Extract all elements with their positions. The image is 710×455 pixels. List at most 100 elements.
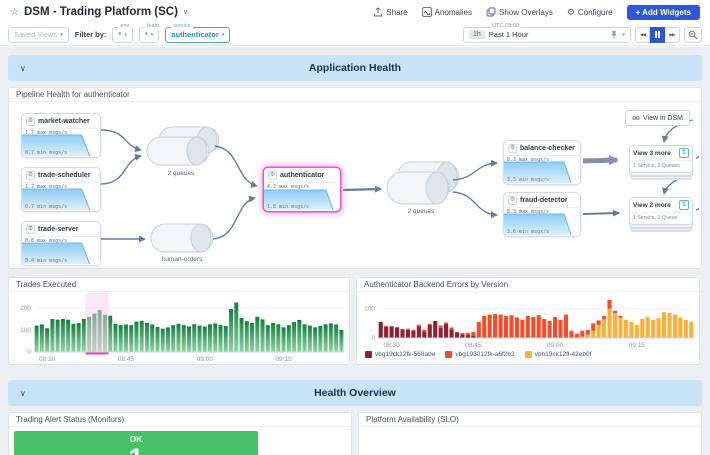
errors-legend: vbg19ck12fk-568abe vbg193012fk-a6f2b2 vbh1… [357,350,699,361]
min-throughput: 3.6 min msgs/s [507,229,550,235]
anomalies-button[interactable]: Anomalies [421,7,472,17]
pause-icon [654,31,660,38]
team-filter-dropdown[interactable]: team * ▾ [138,22,162,43]
errors-chart-svg: 0 100 08:30 08:45 09:00 09:15 [364,299,694,349]
legend-item[interactable]: vbh19ck12fl-42eb0f [524,351,591,358]
svg-text:100: 100 [20,327,31,334]
service-filter-label: service [171,22,193,29]
service-icon: ⚙ [508,143,517,153]
time-range-badge: 1h [469,30,485,39]
service-filter-dropdown[interactable]: service authenticator ▾ [165,22,231,43]
widget-trades-executed: Trades Executed 0 100 200 08:30 08:45 09:00 09… [8,277,350,365]
favorite-star-icon[interactable]: ☆ [10,6,19,18]
collapse-chevron-icon[interactable]: ∨ [20,63,26,73]
errors-chart[interactable]: 0 100 08:30 08:45 09:00 09:15 [357,292,699,350]
chevron-down-icon: ▾ [221,31,225,38]
service-icon: ⚙ [268,170,277,180]
throughput-sparkline [22,188,91,211]
trades-chart[interactable]: 0 100 200 08:30 08:45 09:00 09:15 [9,292,349,364]
svg-text:09:00: 09:00 [197,356,214,363]
view-more-title: View 3 more [633,149,671,157]
time-controls: UTC-08:00 1h Past 1 Hour ▾ ◀◀ ▶▶ [463,23,702,43]
collapse-chevron-icon[interactable]: ∨ [20,388,26,398]
throughput-sparkline [22,134,91,157]
widget-backend-errors: Authenticator Backend Errors by Version … [356,277,700,365]
share-icon [374,7,383,17]
trades-chart-svg: 0 100 200 08:30 08:45 09:00 09:15 [20,293,344,363]
node-trade-server[interactable]: ⚙ trade-server 0.8 max msgs/s 0.4 min msg… [21,221,101,266]
max-throughput: 1.7 max msgs/s [25,130,68,136]
node-balance-checker[interactable]: ⚙ balance-checker 8.3 max msgs/s 3.5 min … [503,140,581,185]
time-pause-button[interactable] [650,26,665,43]
svg-text:0: 0 [371,335,375,342]
env-filter-label: env [118,22,132,29]
gear-icon: ⚙ [566,6,575,17]
title-chevron-icon[interactable]: ∨ [182,9,189,16]
widget-title: Authenticator Backend Errors by Version [357,278,699,292]
chevron-down-icon: ▾ [150,31,154,38]
chevron-down-icon: ▾ [124,31,127,38]
throughput-sparkline [504,213,572,236]
magnifier-icon [688,30,698,39]
time-forward-button[interactable]: ▶▶ [665,26,680,43]
widget-trading-alert-status: Trading Alert Status (Monitors) OK 1 [8,412,352,455]
view-more-card[interactable]: View 2 more ⇅ 1 Service, 1 Queue [629,197,693,225]
share-button[interactable]: Share [373,7,408,17]
add-widgets-button[interactable]: + Add Widgets [626,4,700,20]
chevron-down-icon: ▾ [60,31,63,38]
queue-cluster-right [386,161,460,205]
node-name: authenticator [280,171,325,179]
svg-text:09:15: 09:15 [629,342,646,349]
view-more-title: View 2 more [633,201,671,209]
time-range-picker[interactable]: UTC-08:00 1h Past 1 Hour ▾ [463,23,631,43]
configure-button[interactable]: ⚙ Configure [566,6,613,17]
env-filter-dropdown[interactable]: env * ▾ [112,22,133,43]
max-throughput: 0.8 max msgs/s [25,238,68,244]
section-health-overview[interactable]: ∨ Health Overview [8,380,702,406]
min-throughput: 0.4 min msgs/s [25,258,68,264]
queue-cluster-left [146,126,220,166]
node-fraud-detector[interactable]: ⚙ fraud-detector 8.3 max msgs/s 3.6 min m… [503,192,581,237]
pipeline-map[interactable]: ⚙ market-watcher 1.7 max msgs/s 0.7 min m… [9,102,701,268]
chevron-down-icon[interactable]: ▾ [622,31,625,38]
node-trade-scheduler[interactable]: ⚙ trade-scheduler 1.7 max msgs/s 0.7 min … [21,167,101,212]
legend-item[interactable]: vbg19ck12fk-568abe [365,351,435,358]
widget-title: Trades Executed [9,278,349,292]
min-throughput: 0.7 min msgs/s [25,150,68,156]
filter-bar: Saved Views ▾ Filter by: env * ▾ team * ▾ s… [0,22,710,46]
saved-views-dropdown[interactable]: Saved Views ▾ [8,26,69,43]
max-throughput: 4.2 max msgs/s [267,184,310,190]
dsm-icon [632,116,640,120]
expand-icon[interactable]: ⇅ [679,148,689,158]
pin-icon[interactable] [610,30,618,39]
team-filter-label: team [144,22,162,29]
section-application-health[interactable]: ∨ Application Health [8,55,702,81]
node-market-watcher[interactable]: ⚙ market-watcher 1.7 max msgs/s 0.7 min m… [21,113,101,158]
svg-text:100: 100 [364,306,375,313]
service-icon: ⚙ [26,170,35,180]
max-throughput: 1.7 max msgs/s [25,184,68,190]
widget-title: Trading Alert Status (Monitors) [9,413,351,427]
section-title: Health Overview [314,387,396,399]
queue-label: human-orders [161,256,203,263]
node-authenticator[interactable]: ⚙ authenticator 4.2 max msgs/s 1.8 min ms… [263,167,341,212]
view-more-card[interactable]: View 3 more ⇅ 1 Service, 2 Queues [629,145,693,173]
monitor-count: 1 [14,445,258,455]
legend-item[interactable]: vbg193012fk-a6f2b2 [445,351,515,358]
widget-title: Pipeline Health for authenticator [9,88,701,102]
status-badge: OK [129,434,143,444]
monitor-status-tile[interactable]: OK 1 [14,431,258,455]
expand-icon[interactable]: ⇅ [679,200,689,210]
time-back-button[interactable]: ◀◀ [635,26,650,43]
show-overlays-button[interactable]: Show Overlays [486,7,553,17]
dashboard-title[interactable]: DSM - Trading Platform (SC) [23,6,178,18]
widget-platform-availability: Platform Availability (SLO) [358,412,702,455]
zoom-out-time-button[interactable] [684,26,702,43]
throughput-sparkline [504,161,572,184]
node-name: fraud-detector [520,196,568,204]
view-in-dsm-button[interactable]: View in DSM [625,110,690,126]
view-more-subtitle: 1 Service, 1 Queue [633,215,678,221]
node-name: trade-server [38,225,79,233]
pipeline-edges [100,119,699,243]
